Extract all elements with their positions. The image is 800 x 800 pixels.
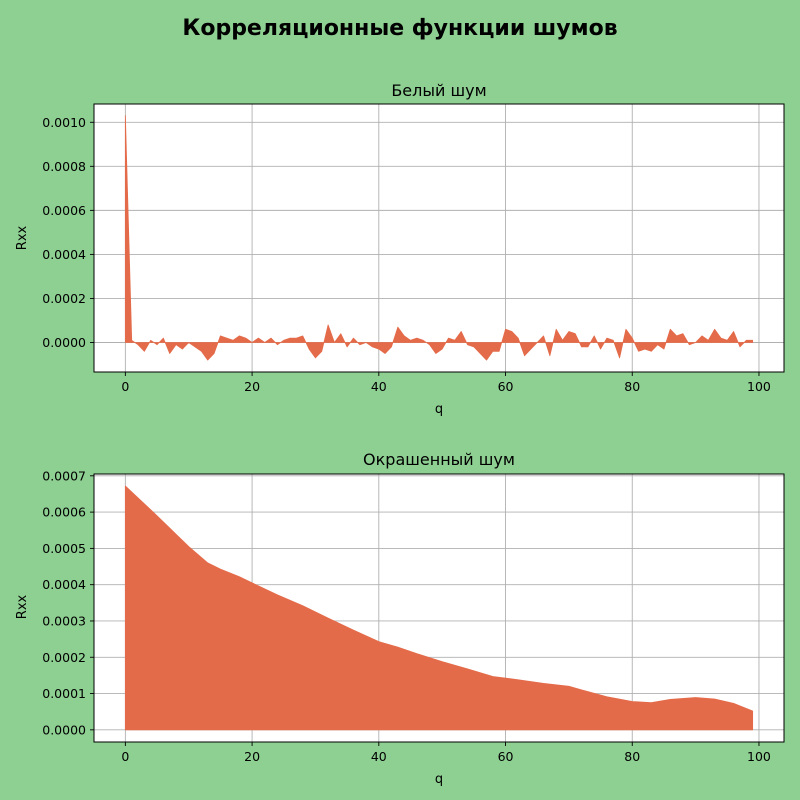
- colored-noise-xlabel: q: [435, 772, 443, 787]
- white-noise-ylabel: Rxx: [15, 225, 30, 250]
- colored-noise-y-tick-label: 0.0004: [42, 577, 86, 592]
- colored-noise-x-tick-label: 80: [624, 749, 640, 764]
- white-noise-x-tick-label: 100: [747, 379, 771, 394]
- white-noise-x-tick-label: 60: [498, 379, 514, 394]
- colored-noise-x-tick-label: 40: [371, 749, 387, 764]
- white-noise-y-tick-label: 0.0006: [42, 203, 86, 218]
- white-noise-x-tick-label: 40: [371, 379, 387, 394]
- white-noise-x-tick-label: 20: [244, 379, 260, 394]
- white-noise-x-tick-label: 80: [624, 379, 640, 394]
- white-noise-plot-area: [94, 104, 784, 372]
- colored-noise-title: Окрашенный шум: [363, 450, 515, 469]
- white-noise-chart: Белый шум q Rxx 0 20 40 60 80 100 0.0000 0.0002…: [15, 81, 785, 417]
- white-noise-title: Белый шум: [391, 81, 486, 100]
- white-noise-x-tick-label: 0: [121, 379, 129, 394]
- colored-noise-y-tick-label: 0.0002: [42, 650, 86, 665]
- white-noise-y-tick-label: 0.0008: [42, 159, 86, 174]
- colored-noise-y-tick-label: 0.0000: [42, 722, 86, 737]
- colored-noise-x-tick-label: 20: [244, 749, 260, 764]
- colored-noise-x-tick-label: 60: [498, 749, 514, 764]
- white-noise-area-series: [124, 115, 754, 361]
- colored-noise-y-tick-label: 0.0006: [42, 505, 86, 520]
- white-noise-xlabel: q: [435, 402, 443, 417]
- colored-noise-y-tick-label: 0.0003: [42, 613, 86, 628]
- colored-noise-axes-frame: [93, 473, 785, 743]
- white-noise-y-tick-label: 0.0004: [42, 247, 86, 262]
- colored-noise-ylabel: Rxx: [15, 594, 30, 619]
- colored-noise-area-series: [124, 485, 754, 731]
- colored-noise-y-tick-label: 0.0005: [42, 541, 86, 556]
- white-noise-y-tick-label: 0.0010: [42, 115, 86, 130]
- white-noise-axes-frame: [93, 103, 785, 373]
- white-noise-y-tick-label: 0.0002: [42, 291, 86, 306]
- colored-noise-chart: Окрашенный шум q Rxx 0 20 40 60 80 100 0.0000 0…: [15, 450, 785, 787]
- colored-noise-y-tick-label: 0.0007: [42, 468, 86, 483]
- colored-noise-x-tick-label: 100: [747, 749, 771, 764]
- colored-noise-x-tick-label: 0: [121, 749, 129, 764]
- white-noise-y-tick-label: 0.0000: [42, 335, 86, 350]
- figure-title: Корреляционные функции шумов: [182, 16, 617, 41]
- colored-noise-y-tick-label: 0.0001: [42, 686, 86, 701]
